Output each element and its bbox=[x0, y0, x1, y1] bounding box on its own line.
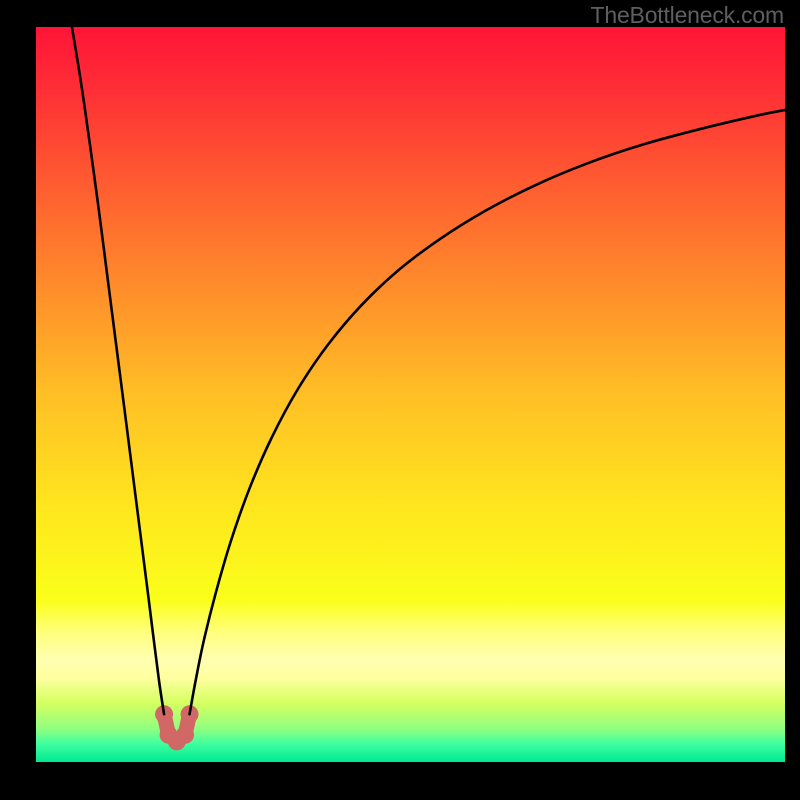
curve-overlay bbox=[36, 27, 785, 762]
watermark-text: TheBottleneck.com bbox=[591, 2, 784, 29]
chart-plot-area bbox=[36, 27, 785, 762]
curve-left-branch bbox=[72, 27, 164, 714]
curve-right-branch bbox=[190, 110, 785, 714]
valley-marker-3 bbox=[176, 726, 194, 744]
